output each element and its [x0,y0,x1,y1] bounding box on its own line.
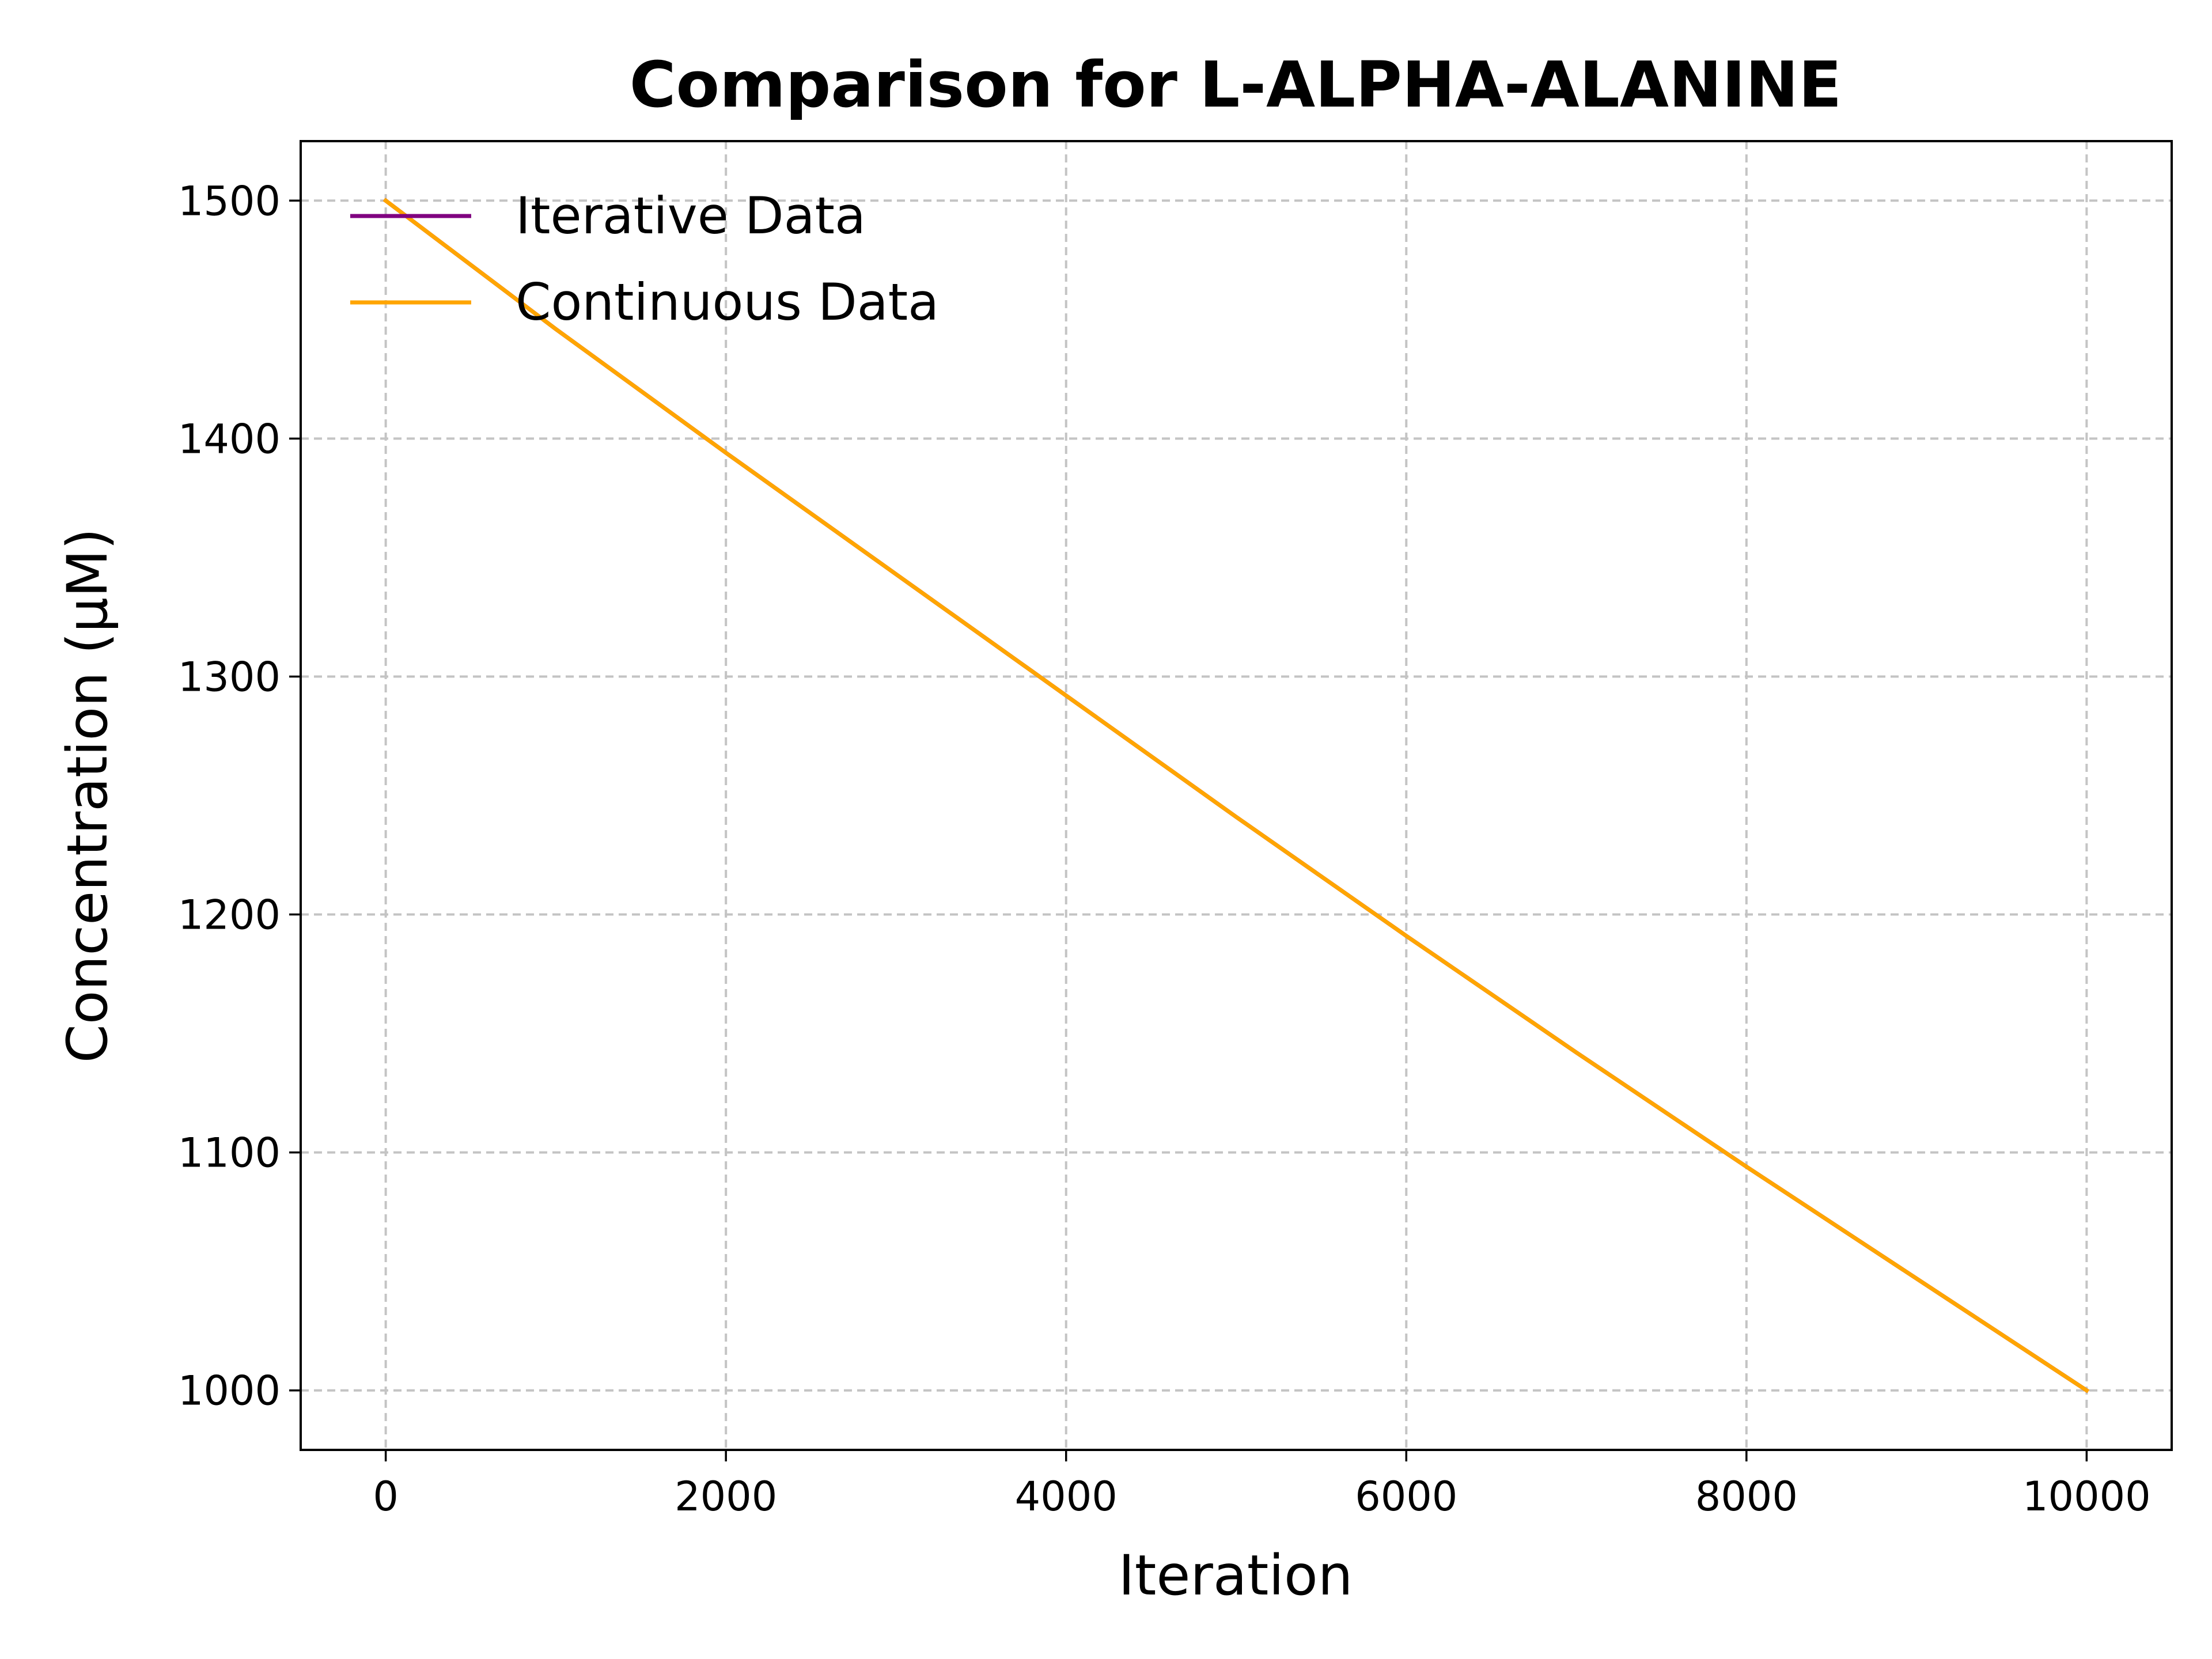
series-line-2 [382,198,2090,1393]
chart-title: Comparison for L-ALPHA-ALANINE [630,48,1842,122]
x-axis-ticks: 0 2000 4000 6000 8000 10000 [373,1450,2151,1520]
x-tick-label: 0 [373,1473,399,1520]
y-tick-label: 1200 [178,892,281,939]
x-tick-label: 2000 [675,1473,777,1520]
x-axis-label: Iteration [1118,1543,1353,1608]
y-tick-label: 1000 [178,1368,281,1415]
x-tick-label: 4000 [1015,1473,1118,1520]
series-line-1 [382,198,2090,1393]
y-tick-label: 1400 [178,415,281,463]
grid [301,141,2172,1450]
legend-label-2: Continuous Data [516,272,939,332]
y-tick-label: 1100 [178,1130,281,1177]
x-tick-label: 10000 [2022,1473,2151,1520]
legend-label-1: Iterative Data [516,186,866,245]
legend: Iterative Data Continuous Data [350,186,939,332]
y-tick-label: 1500 [178,177,281,225]
series-lines [382,198,2090,1393]
plot-frame [300,140,2173,1451]
x-tick-label: 6000 [1355,1473,1457,1520]
y-axis-label: Concentration (μM) [55,528,120,1063]
y-axis-ticks: 1000 1100 1200 1300 1400 1500 [178,177,301,1415]
y-tick-label: 1300 [178,653,281,700]
x-tick-label: 8000 [1695,1473,1798,1520]
